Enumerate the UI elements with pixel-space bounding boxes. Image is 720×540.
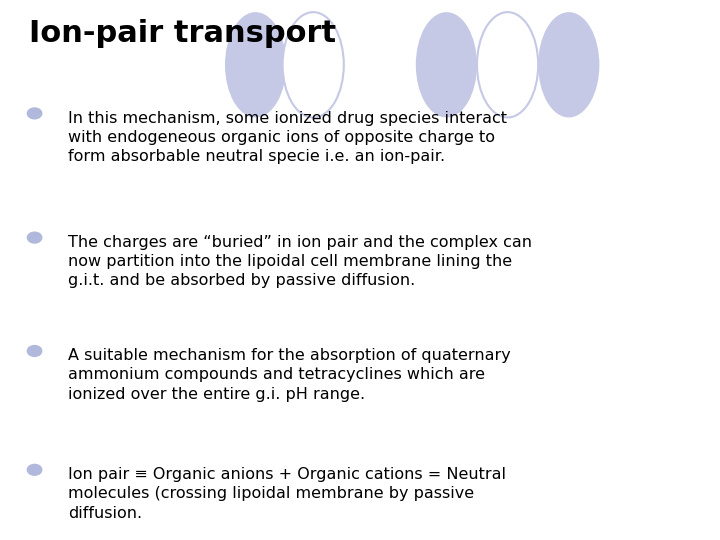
Text: Ion pair ≡ Organic anions + Organic cations = Neutral
molecules (crossing lipoid: Ion pair ≡ Organic anions + Organic cati… <box>68 467 506 521</box>
Circle shape <box>27 232 42 243</box>
Ellipse shape <box>416 12 477 117</box>
Ellipse shape <box>225 12 287 117</box>
Text: In this mechanism, some ionized drug species interact
with endogeneous organic i: In this mechanism, some ionized drug spe… <box>68 111 508 164</box>
Ellipse shape <box>477 12 538 117</box>
Circle shape <box>27 108 42 119</box>
Circle shape <box>27 464 42 475</box>
Ellipse shape <box>539 12 600 117</box>
Ellipse shape <box>282 12 344 117</box>
Text: The charges are “buried” in ion pair and the complex can
now partition into the : The charges are “buried” in ion pair and… <box>68 235 532 288</box>
Circle shape <box>27 346 42 356</box>
Text: A suitable mechanism for the absorption of quaternary
ammonium compounds and tet: A suitable mechanism for the absorption … <box>68 348 511 402</box>
Text: Ion-pair transport: Ion-pair transport <box>29 19 336 48</box>
